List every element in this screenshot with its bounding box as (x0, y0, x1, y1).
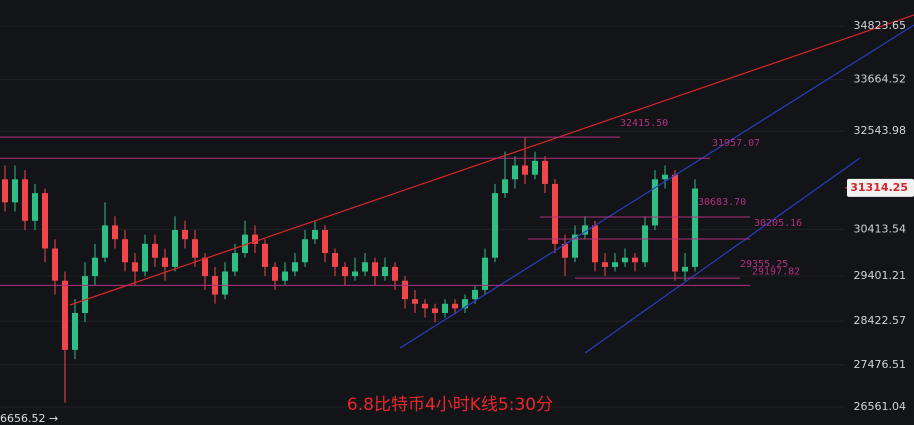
candle-body (232, 253, 238, 272)
candle-body (392, 266, 398, 281)
candle-body (522, 165, 528, 175)
candle-body (532, 160, 538, 175)
candle-body (452, 303, 458, 309)
candle-body (192, 239, 198, 258)
candle-body (222, 271, 228, 295)
candle-body (552, 183, 558, 244)
y-tick-label: 28422.57 (854, 314, 907, 327)
grid (0, 25, 845, 408)
candle-body (352, 271, 358, 277)
last-price-box (847, 178, 914, 197)
candle-body (262, 243, 268, 267)
level-label: 29197.82 (752, 266, 800, 277)
trend-line (69, 14, 914, 306)
candle-body (182, 230, 188, 240)
y-tick-label: 30413.54 (854, 222, 907, 235)
candle-body (332, 253, 338, 267)
candle-body (42, 193, 48, 249)
y-tick-label: 29401.21 (854, 269, 907, 282)
candle-body (112, 225, 118, 240)
candle-body (372, 262, 378, 277)
candle-body (602, 262, 608, 267)
y-tick-label: 32543.98 (854, 124, 907, 137)
trend-line (584, 157, 861, 354)
candle-body (512, 165, 518, 180)
candle-body (162, 257, 168, 267)
candle-body (172, 230, 178, 267)
candle-body (92, 257, 98, 277)
candle-body (62, 280, 68, 350)
candle-body (572, 234, 578, 258)
candles (2, 137, 698, 403)
candle-body (122, 239, 128, 263)
candle-body (422, 303, 428, 309)
candle-body (502, 179, 508, 194)
y-tick-label: 34823.65 (854, 19, 907, 32)
candle-body (52, 248, 58, 281)
level-label: 30683.70 (698, 197, 746, 208)
candle-body (32, 193, 38, 221)
candle-body (272, 266, 278, 281)
candle-body (632, 257, 638, 263)
chart-title: 6.8比特币4小时K线5:30分 (347, 395, 553, 415)
candle-body (412, 299, 418, 304)
candle-body (342, 266, 348, 277)
candle-body (82, 276, 88, 313)
candle-body (242, 234, 248, 254)
candle-body (652, 179, 658, 226)
candle-body (382, 266, 388, 277)
candle-body (582, 225, 588, 235)
candle-body (152, 243, 158, 258)
y-tick-label: 27476.51 (854, 358, 907, 371)
candle-body (322, 230, 328, 254)
candle-body (482, 257, 488, 290)
y-axis: 34823.65 33664.52 32543.98 30413.54 29401.21… (845, 19, 914, 413)
candle-body (12, 179, 18, 203)
candle-body (472, 289, 478, 300)
candle-body (302, 239, 308, 263)
low-marker: 6656.52 → (0, 412, 58, 425)
candle-body (362, 262, 368, 272)
candle-body (402, 280, 408, 300)
candle-body (662, 174, 668, 180)
candle-body (492, 193, 498, 258)
candle-body (672, 174, 678, 272)
level-label: 31957.07 (712, 138, 760, 149)
candle-body (622, 257, 628, 263)
candle-body (142, 243, 148, 272)
candle-body (102, 225, 108, 258)
level-label: 29355.25 (740, 259, 788, 270)
candle-body (682, 266, 688, 272)
candle-body (312, 230, 318, 240)
candle-body (442, 303, 448, 313)
level-label: 30205.16 (754, 218, 802, 229)
candle-body (22, 179, 28, 221)
candle-body (2, 179, 8, 203)
candle-body (642, 225, 648, 263)
candle-body (432, 308, 438, 313)
candle-body (562, 243, 568, 258)
candle-body (202, 257, 208, 277)
candle-body (282, 271, 288, 281)
candle-body (692, 188, 698, 267)
candle-body (542, 160, 548, 184)
candle-body (72, 312, 78, 350)
candle-body (612, 262, 618, 267)
candle-body (592, 225, 598, 263)
level-label: 32415.50 (620, 118, 668, 129)
trend-line (399, 24, 914, 349)
candle-body (292, 262, 298, 272)
y-tick-label: 33664.52 (854, 73, 907, 86)
candle-body (462, 299, 468, 309)
candle-body (252, 234, 258, 244)
y-tick-label: 26561.04 (854, 400, 907, 413)
levels: 32415.50 31957.07 30683.70 30205.16 29355.25… (0, 118, 802, 286)
candle-body (132, 262, 138, 272)
last-price-label: 31314.25 (850, 181, 908, 194)
